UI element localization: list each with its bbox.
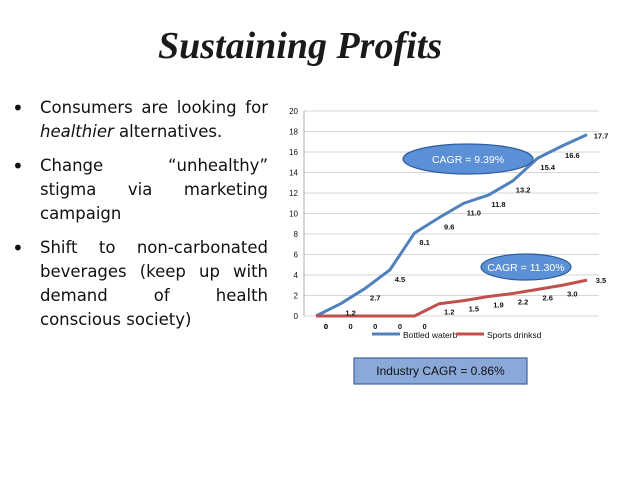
data-label-bottled: 9.6 — [444, 223, 454, 232]
cagr-bottled-text: CAGR = 9.39% — [432, 154, 504, 166]
bullet-list: Consumers are looking for healthier alte… — [10, 96, 268, 342]
data-label-sports: 0 — [422, 322, 426, 331]
data-label-sports: 2.6 — [543, 293, 553, 302]
data-label-sports: 0 — [349, 322, 353, 331]
data-label-sports: 0 — [373, 322, 377, 331]
y-tick-label: 2 — [294, 292, 299, 301]
data-label-sports: 1.9 — [493, 301, 503, 310]
bullet-item: Shift to non-carbonated beverages (keep … — [10, 236, 268, 332]
data-label-sports: 1.5 — [469, 305, 479, 314]
y-tick-label: 14 — [289, 169, 298, 178]
y-tick-label: 16 — [289, 148, 298, 157]
y-tick-label: 0 — [294, 312, 299, 321]
cagr-bottled-ellipse — [402, 143, 534, 175]
emphasis-text: healthier — [40, 122, 114, 141]
chart-data-labels: 0 1.2 2.7 4.5 8.1 9.6 11.0 11.8 13.2 15.4 16.6 17.7… — [324, 132, 608, 331]
y-tick-label: 4 — [294, 271, 299, 280]
legend-label-bottled: Bottled waterb — [403, 330, 458, 340]
slide-title: Sustaining Profits — [157, 25, 443, 67]
legend-label-sports: Sports drinksd — [487, 330, 542, 340]
data-label-sports: 3.0 — [567, 289, 577, 298]
data-label-bottled: 2.7 — [370, 293, 380, 302]
data-label-bottled: 17.7 — [594, 132, 609, 141]
chart-series — [315, 133, 588, 318]
y-axis-tick-labels: 0 2 4 6 8 10 12 14 16 18 20 — [289, 107, 298, 321]
data-label-sports: 2.2 — [518, 297, 528, 306]
y-tick-label: 20 — [289, 107, 298, 116]
data-label-sports: 3.5 — [596, 276, 606, 285]
data-label-bottled: 11.8 — [491, 200, 505, 209]
data-label-bottled: 11.0 — [467, 208, 481, 217]
cagr-sports-ellipse — [480, 253, 572, 281]
data-label-bottled: 15.4 — [540, 163, 555, 172]
chart-legend: Bottled waterb Sports drinksd — [372, 330, 542, 340]
y-tick-label: 8 — [294, 230, 299, 239]
data-label-bottled: 0 — [324, 322, 328, 331]
bullet-item: Change “unhealthy” stigma via marketing … — [10, 154, 268, 226]
data-label-bottled: 13.2 — [516, 186, 531, 195]
industry-cagr-box — [353, 357, 528, 385]
series-line-sports — [316, 278, 588, 318]
data-label-bottled: 8.1 — [419, 238, 429, 247]
data-label-sports: 0 — [324, 322, 328, 331]
data-label-bottled: 1.2 — [345, 309, 355, 318]
data-label-sports: 0 — [398, 322, 402, 331]
data-label-bottled: 4.5 — [395, 275, 405, 284]
data-label-bottled: 16.6 — [565, 151, 580, 160]
cagr-sports-text: CAGR = 11.30% — [487, 262, 564, 274]
industry-cagr-text: Industry CAGR = 0.86% — [376, 364, 505, 378]
line-chart: 0 2 4 6 8 10 12 14 16 18 20 0 1.2 2.7 4.5 8.1 9.6 11.0 11… — [289, 107, 608, 385]
y-tick-label: 12 — [289, 189, 298, 198]
y-tick-label: 6 — [294, 251, 299, 260]
series-line-bottled — [315, 133, 588, 318]
y-tick-label: 10 — [289, 210, 298, 219]
y-tick-label: 18 — [289, 128, 298, 137]
bullet-item: Consumers are looking for healthier alte… — [10, 96, 268, 144]
data-label-sports: 1.2 — [444, 308, 454, 317]
